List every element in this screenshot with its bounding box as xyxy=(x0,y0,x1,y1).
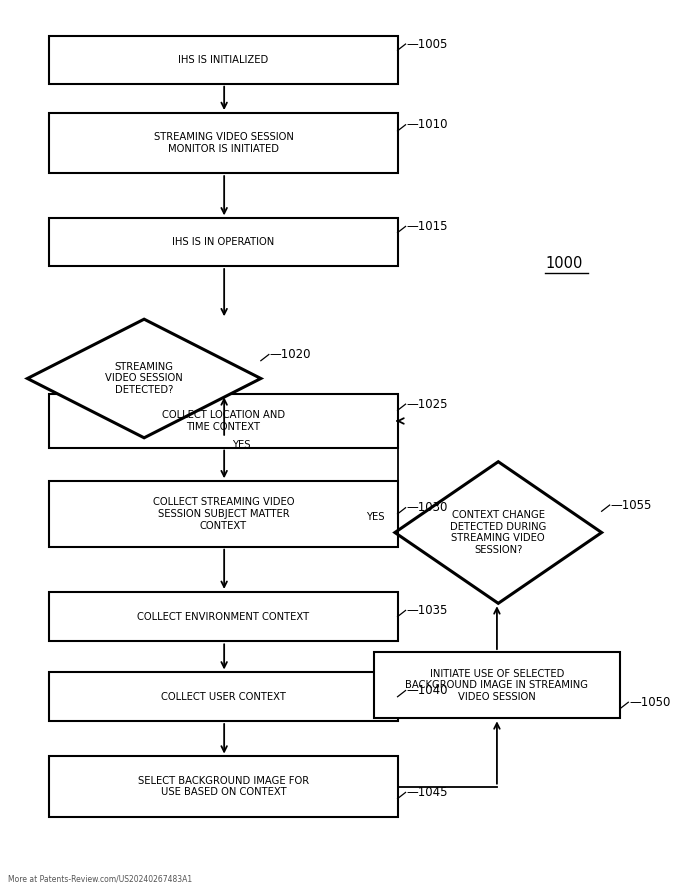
Text: COLLECT USER CONTEXT: COLLECT USER CONTEXT xyxy=(161,692,286,702)
Text: —1025: —1025 xyxy=(406,398,447,410)
FancyBboxPatch shape xyxy=(373,652,620,718)
Polygon shape xyxy=(27,319,261,438)
FancyBboxPatch shape xyxy=(50,113,398,173)
FancyBboxPatch shape xyxy=(50,672,398,721)
FancyBboxPatch shape xyxy=(50,591,398,641)
Text: STREAMING
VIDEO SESSION
DETECTED?: STREAMING VIDEO SESSION DETECTED? xyxy=(105,362,183,395)
Text: IHS IS IN OPERATION: IHS IS IN OPERATION xyxy=(172,237,275,247)
FancyBboxPatch shape xyxy=(50,757,398,817)
Text: INITIATE USE OF SELECTED
BACKGROUND IMAGE IN STREAMING
VIDEO SESSION: INITIATE USE OF SELECTED BACKGROUND IMAG… xyxy=(405,669,588,702)
Text: —1015: —1015 xyxy=(406,220,447,233)
Text: COLLECT LOCATION AND
TIME CONTEXT: COLLECT LOCATION AND TIME CONTEXT xyxy=(162,410,285,432)
FancyBboxPatch shape xyxy=(50,36,398,83)
FancyBboxPatch shape xyxy=(50,481,398,547)
Text: —1020: —1020 xyxy=(269,348,311,361)
Text: —1035: —1035 xyxy=(406,604,447,617)
Text: —1050: —1050 xyxy=(629,696,670,709)
Text: COLLECT ENVIRONMENT CONTEXT: COLLECT ENVIRONMENT CONTEXT xyxy=(137,612,309,622)
FancyBboxPatch shape xyxy=(50,394,398,448)
Text: —1005: —1005 xyxy=(406,37,447,51)
Polygon shape xyxy=(395,462,602,603)
Text: —1040: —1040 xyxy=(406,684,447,697)
FancyBboxPatch shape xyxy=(50,218,398,266)
Text: More at Patents-Review.com/US20240267483A1: More at Patents-Review.com/US20240267483… xyxy=(8,874,192,883)
Text: —1010: —1010 xyxy=(406,118,447,131)
Text: STREAMING VIDEO SESSION
MONITOR IS INITIATED: STREAMING VIDEO SESSION MONITOR IS INITI… xyxy=(154,132,293,154)
Text: IHS IS INITIALIZED: IHS IS INITIALIZED xyxy=(178,55,269,65)
Text: —1055: —1055 xyxy=(611,498,651,511)
Text: CONTEXT CHANGE
DETECTED DURING
STREAMING VIDEO
SESSION?: CONTEXT CHANGE DETECTED DURING STREAMING… xyxy=(450,510,547,555)
Text: 1000: 1000 xyxy=(545,257,582,272)
Text: YES: YES xyxy=(367,511,385,522)
Text: SELECT BACKGROUND IMAGE FOR
USE BASED ON CONTEXT: SELECT BACKGROUND IMAGE FOR USE BASED ON… xyxy=(138,776,309,797)
Text: COLLECT STREAMING VIDEO
SESSION SUBJECT MATTER
CONTEXT: COLLECT STREAMING VIDEO SESSION SUBJECT … xyxy=(153,497,294,530)
Text: —1045: —1045 xyxy=(406,786,447,799)
Text: YES: YES xyxy=(232,440,251,450)
Text: —1030: —1030 xyxy=(406,501,447,514)
